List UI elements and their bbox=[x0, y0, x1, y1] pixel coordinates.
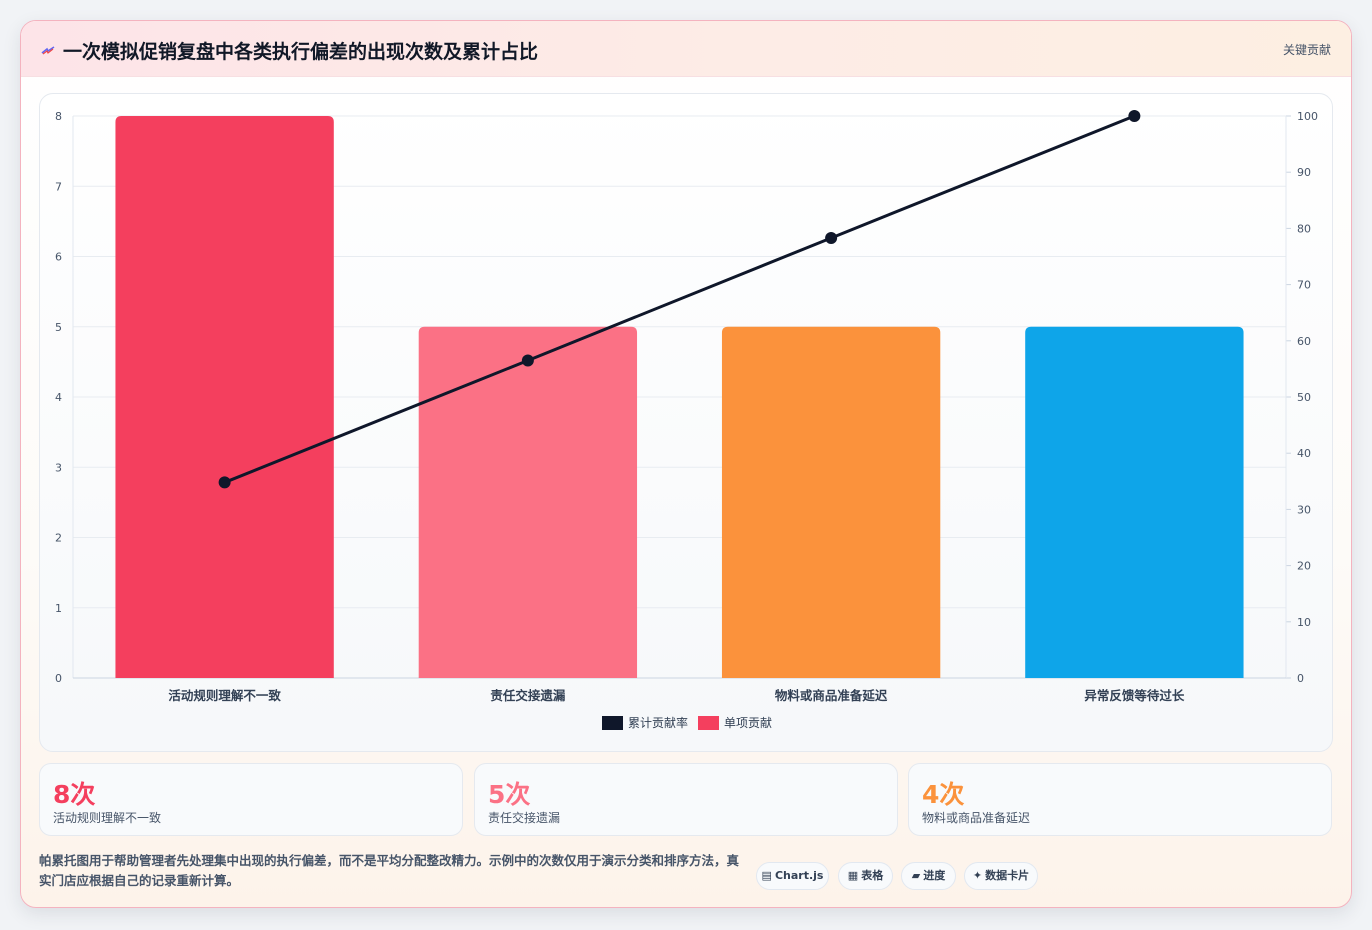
stat-label: 活动规则理解不一致 bbox=[53, 811, 162, 825]
y-tick-label-right: 90 bbox=[1297, 166, 1311, 179]
y-tick-label-left: 6 bbox=[55, 251, 62, 264]
y-tick-label-right: 80 bbox=[1297, 222, 1311, 235]
table-icon: ▦ bbox=[847, 869, 859, 882]
bar bbox=[721, 326, 941, 678]
y-tick-label-right: 60 bbox=[1297, 335, 1311, 348]
y-tick-label-right: 10 bbox=[1297, 616, 1311, 629]
stat-value: 4次 bbox=[922, 780, 965, 809]
bar bbox=[115, 116, 334, 678]
legend-label: 单项贡献 bbox=[724, 715, 772, 730]
y-tick-label-left: 8 bbox=[55, 110, 62, 123]
chip-label: 表格 bbox=[861, 869, 884, 882]
chart-card: 0 1 2 3 4 5 6 7 8 0 10 20 30 40 50 60 70 80 90 100 活动规则理解不一致… bbox=[39, 93, 1333, 752]
chip-table[interactable]: ▦ 表格 bbox=[838, 862, 893, 890]
y-tick-label-right: 30 bbox=[1297, 503, 1311, 516]
y-tick-label-left: 0 bbox=[55, 672, 62, 685]
x-tick-label: 责任交接遗漏 bbox=[490, 688, 566, 703]
y-tick-label-right: 0 bbox=[1297, 672, 1304, 685]
y-tick-label-left: 2 bbox=[55, 532, 62, 545]
y-tick-label-left: 4 bbox=[55, 391, 62, 404]
series-line-cumulative bbox=[224, 114, 1135, 484]
y-tick-label-right: 70 bbox=[1297, 279, 1311, 292]
line-point bbox=[825, 231, 838, 244]
panel-header: 一次模拟促销复盘中各类执行偏差的出现次数及累计占比 关键贡献 bbox=[21, 21, 1351, 77]
chip-data-card[interactable]: ✦ 数据卡片 bbox=[964, 862, 1038, 890]
footnote: 帕累托图用于帮助管理者先处理集中出现的执行偏差，而不是平均分配整改精力。示例中的… bbox=[39, 853, 740, 888]
chip-label: 数据卡片 bbox=[985, 869, 1030, 882]
chip-progress[interactable]: ▰ 进度 bbox=[901, 862, 956, 890]
header-tag: 关键贡献 bbox=[1282, 43, 1331, 57]
chart-title: 一次模拟促销复盘中各类执行偏差的出现次数及累计占比 bbox=[63, 41, 539, 63]
legend-swatch bbox=[698, 716, 719, 730]
line-point bbox=[1128, 110, 1141, 122]
stat-label: 责任交接遗漏 bbox=[488, 811, 561, 825]
y-tick-label-right: 20 bbox=[1297, 560, 1311, 573]
y-tick-label-right: 40 bbox=[1297, 447, 1311, 460]
stat-card: 8次 活动规则理解不一致 bbox=[39, 763, 463, 836]
card-icon: ✦ bbox=[972, 869, 983, 882]
progress-icon: ▰ bbox=[911, 869, 921, 882]
chart-icon: ▤ bbox=[761, 869, 772, 882]
chip-chartjs[interactable]: ▤ Chart.js bbox=[756, 862, 829, 890]
y-tick-label-left: 1 bbox=[55, 602, 62, 615]
bar bbox=[418, 326, 638, 678]
bar bbox=[1025, 326, 1244, 678]
stat-label: 物料或商品准备延迟 bbox=[922, 811, 1031, 825]
y-tick-label-left: 3 bbox=[55, 461, 62, 474]
y-tick-label-left: 7 bbox=[55, 180, 62, 193]
legend-label: 累计贡献率 bbox=[628, 715, 688, 730]
line-point bbox=[521, 354, 534, 367]
y-tick-label-left: 5 bbox=[55, 321, 62, 334]
stat-card: 5次 责任交接遗漏 bbox=[474, 763, 898, 836]
y-tick-label-right: 50 bbox=[1297, 391, 1311, 404]
x-tick-label: 活动规则理解不一致 bbox=[168, 688, 281, 703]
stat-value: 8次 bbox=[53, 780, 96, 809]
x-tick-label: 物料或商品准备延迟 bbox=[775, 688, 888, 703]
legend-swatch bbox=[602, 716, 623, 730]
pareto-chart: 0123456780102030405060708090100活动规则理解不一致… bbox=[55, 110, 1318, 730]
line-point bbox=[218, 476, 231, 489]
chart-panel: 一次模拟促销复盘中各类执行偏差的出现次数及累计占比 关键贡献 0 1 2 3 4 5 6 7 8… bbox=[20, 20, 1352, 908]
x-tick-label: 异常反馈等待过长 bbox=[1084, 688, 1185, 703]
chip-label: 进度 bbox=[923, 869, 946, 882]
lightning-icon bbox=[41, 46, 55, 55]
chip-label: Chart.js bbox=[774, 869, 824, 882]
stat-card: 4次 物料或商品准备延迟 bbox=[908, 763, 1332, 836]
stat-value: 5次 bbox=[488, 780, 531, 809]
y-tick-label-right: 100 bbox=[1297, 110, 1318, 123]
